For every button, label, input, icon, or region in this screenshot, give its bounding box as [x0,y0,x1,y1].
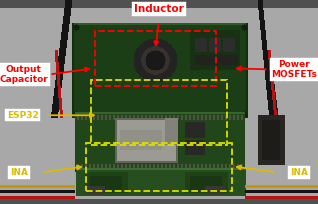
Text: INA: INA [10,168,28,177]
Text: INA: INA [290,168,308,177]
Bar [86,143,232,191]
Text: Inductor: Inductor [134,4,184,14]
Text: Power
MOSFETs: Power MOSFETs [271,60,317,79]
Text: ESP32: ESP32 [7,111,39,120]
Text: Output
Capacitor: Output Capacitor [0,65,48,84]
Bar [95,31,216,86]
Bar [91,80,227,145]
